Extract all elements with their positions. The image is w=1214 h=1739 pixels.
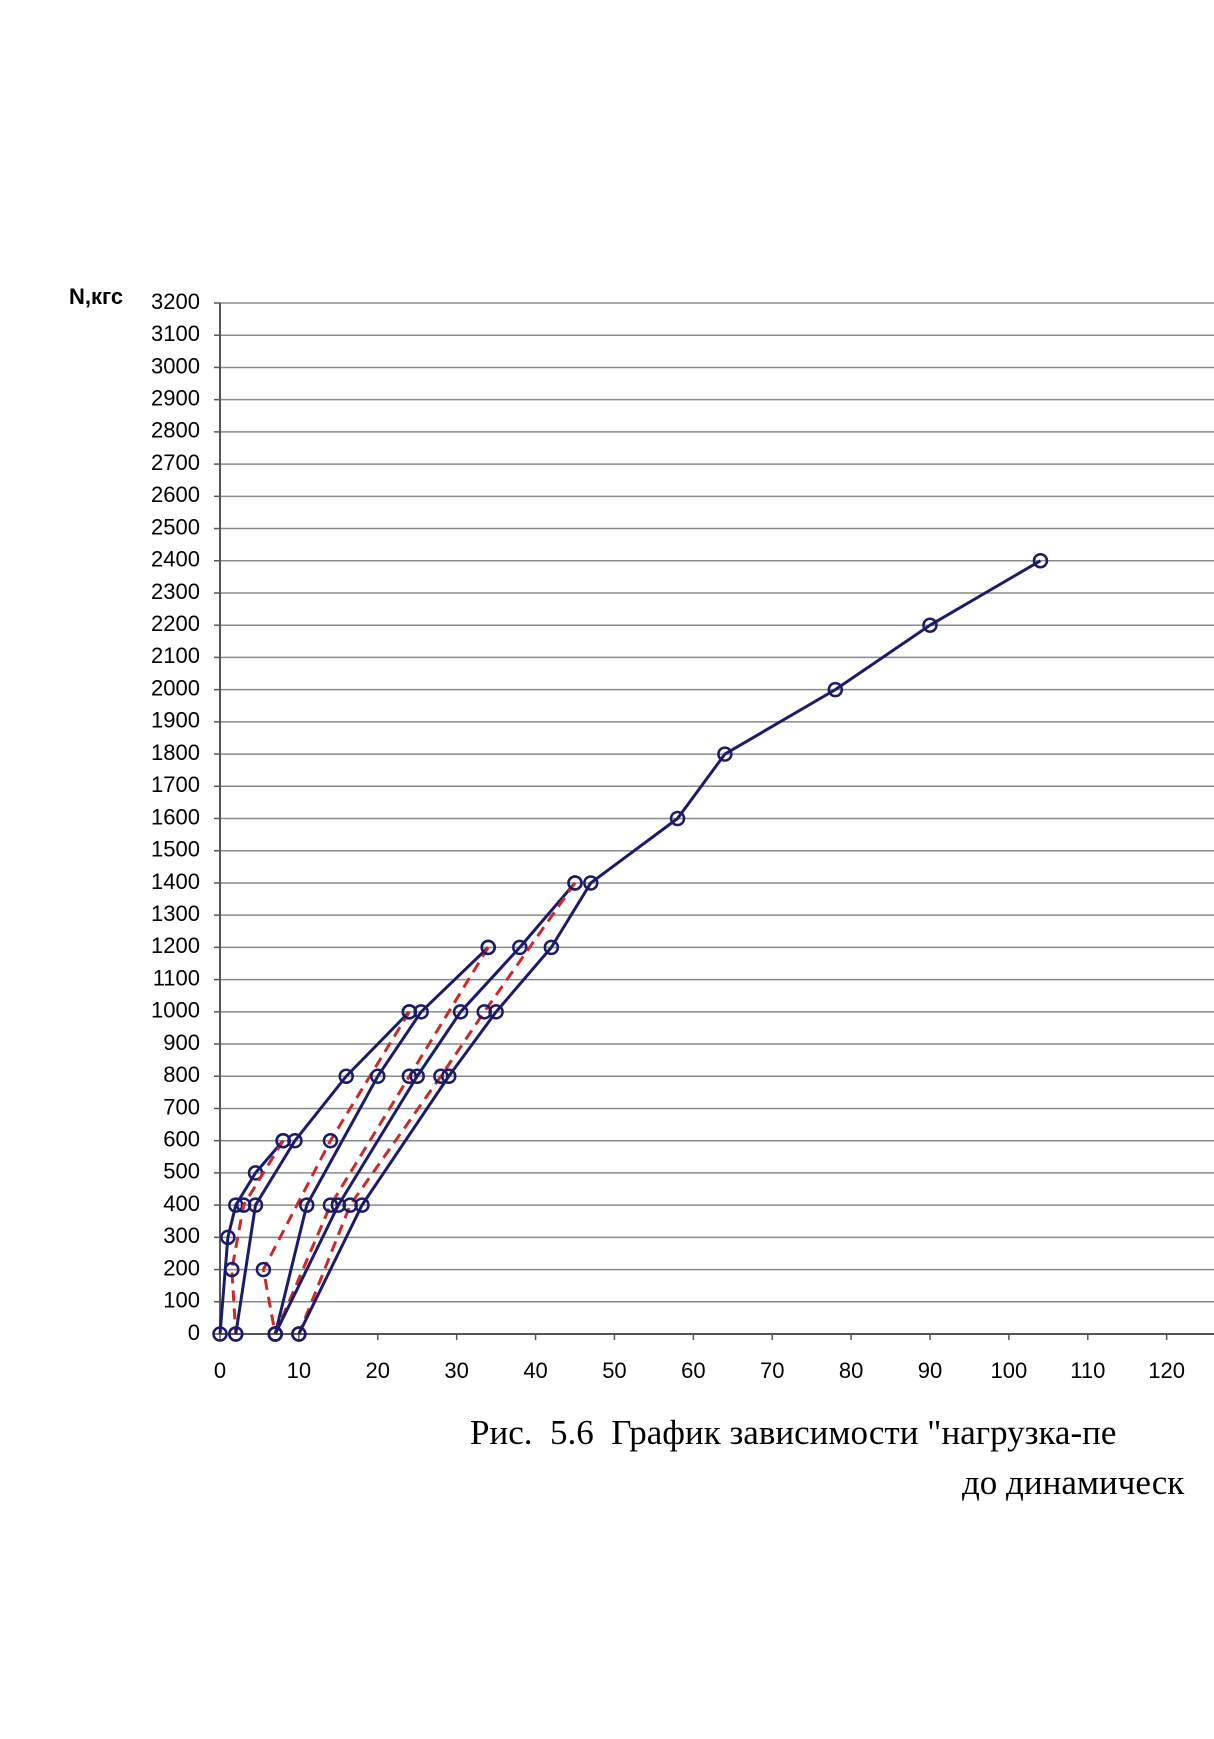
series-line	[273, 946, 490, 1335]
x-tick-label: 10	[287, 1358, 311, 1383]
data-point	[1032, 553, 1049, 569]
y-tick-label: 1300	[151, 901, 200, 926]
data-point	[338, 1068, 354, 1084]
y-tick-label: 600	[163, 1127, 200, 1152]
y-tick-label: 2900	[151, 385, 200, 410]
y-tick-label: 2500	[151, 514, 200, 539]
y-tick-label: 800	[163, 1062, 200, 1087]
y-tick-label: 2000	[151, 675, 200, 700]
data-point	[583, 875, 599, 891]
data-point	[717, 746, 733, 762]
y-tick-label: 2100	[151, 643, 200, 668]
data-point	[322, 1132, 339, 1149]
data-point	[247, 1197, 264, 1213]
y-axis-label: N,кгс	[69, 284, 123, 309]
y-tick-label: 2300	[151, 579, 200, 604]
series-line	[230, 1139, 285, 1335]
y-tick-label: 1900	[151, 708, 200, 733]
x-tick-label: 90	[918, 1358, 942, 1383]
y-tick-label: 1000	[151, 998, 200, 1023]
y-tick-label: 500	[163, 1159, 200, 1184]
data-point	[228, 1326, 244, 1342]
y-tick-label: 200	[163, 1255, 200, 1280]
series-line	[273, 946, 490, 1335]
y-tick-label: 2200	[151, 611, 200, 636]
data-point	[543, 939, 560, 956]
data-point	[212, 1326, 228, 1342]
y-tick-label: 700	[163, 1094, 200, 1119]
series-line	[297, 559, 1042, 1335]
data-point	[480, 939, 496, 956]
y-tick-label: 2700	[151, 450, 200, 475]
data-point	[512, 939, 528, 956]
x-tick-label: 0	[214, 1358, 226, 1383]
data-point	[267, 1326, 283, 1342]
x-tick-label: 70	[760, 1358, 784, 1383]
x-tick-label: 40	[523, 1358, 547, 1383]
y-tick-label: 1100	[153, 965, 200, 990]
series-line	[234, 1010, 411, 1335]
y-tick-label: 0	[188, 1320, 200, 1345]
data-point	[488, 1004, 504, 1020]
data-point	[827, 681, 844, 698]
data-point	[441, 1068, 457, 1084]
data-point	[287, 1132, 303, 1149]
x-tick-label: 60	[681, 1358, 705, 1383]
series-line	[273, 881, 577, 1335]
x-tick-label: 30	[444, 1358, 468, 1383]
data-point	[567, 875, 583, 891]
y-tick-label: 2400	[151, 547, 200, 572]
data-point	[922, 617, 938, 633]
data-point	[224, 1261, 240, 1278]
data-point	[291, 1326, 307, 1342]
y-tick-label: 100	[163, 1288, 200, 1313]
x-tick-label: 20	[366, 1358, 390, 1383]
x-tick-label: 50	[602, 1358, 626, 1383]
y-tick-label: 2800	[151, 418, 200, 443]
y-tick-label: 3200	[151, 289, 200, 314]
data-point	[299, 1197, 315, 1213]
data-point	[370, 1068, 386, 1084]
x-tick-label: 80	[839, 1358, 863, 1383]
y-tick-label: 1200	[151, 933, 200, 958]
y-tick-label: 1400	[151, 869, 200, 894]
series-line	[297, 882, 577, 1335]
data-point	[354, 1197, 370, 1213]
y-tick-label: 1500	[151, 837, 200, 862]
series-line	[261, 1011, 411, 1335]
data-point	[409, 1068, 425, 1084]
y-tick-label: 1700	[151, 772, 200, 797]
x-tick-label: 110	[1070, 1358, 1105, 1383]
y-tick-label: 3000	[151, 353, 200, 378]
y-tick-label: 1800	[151, 740, 200, 765]
data-point	[669, 810, 686, 827]
caption-line: Рис. 5.6 График зависимости "нагрузка-пе	[470, 1413, 1116, 1452]
y-tick-label: 300	[163, 1223, 200, 1248]
caption-line: до динамическ	[962, 1463, 1185, 1502]
y-tick-label: 1600	[151, 804, 200, 829]
data-point	[220, 1229, 236, 1246]
y-tick-label: 3100	[151, 321, 200, 346]
x-tick-label: 100	[991, 1358, 1028, 1383]
data-point	[452, 1004, 469, 1020]
x-tick-label: 120	[1148, 1358, 1185, 1383]
data-point	[413, 1004, 429, 1020]
data-point	[255, 1261, 272, 1278]
y-tick-label: 2600	[151, 482, 200, 507]
y-tick-label: 400	[163, 1191, 200, 1216]
y-tick-label: 900	[163, 1030, 200, 1055]
